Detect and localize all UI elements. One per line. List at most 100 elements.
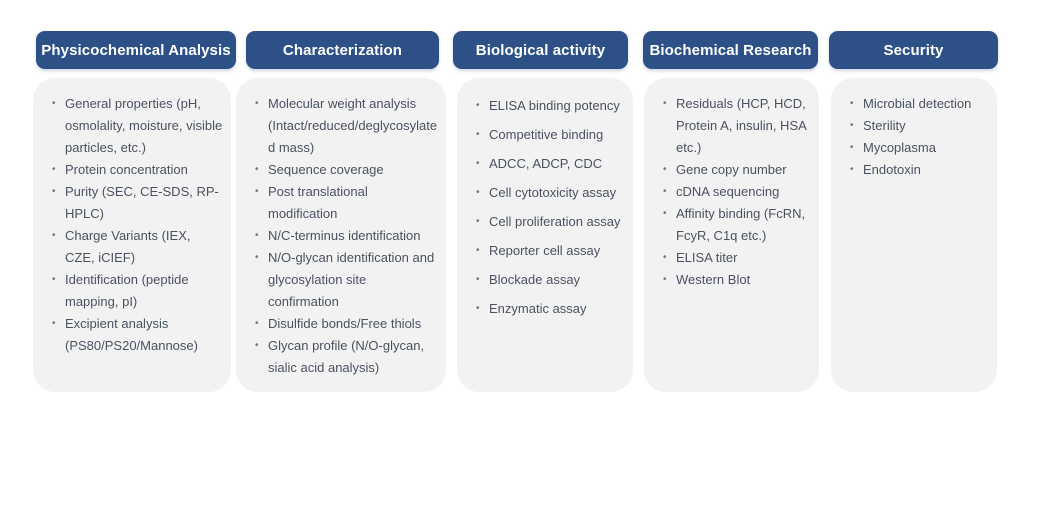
list-item: • Affinity binding (FcRN, FcyR, C1q etc.) — [663, 203, 811, 247]
list-item-text: ELISA binding potency — [489, 98, 620, 113]
column-card-biological-activity: • ELISA binding potency • Competitive bind… — [457, 78, 633, 392]
list-item: • Protein concentration — [52, 159, 223, 181]
bullet-icon: • — [850, 142, 854, 153]
list-item: • Sterility — [850, 115, 989, 137]
list-item: • Enzymatic assay — [476, 294, 625, 323]
list-item: • Sequence coverage — [255, 159, 438, 181]
list-item: • ELISA binding potency — [476, 91, 625, 120]
list-item: • N/O-glycan identification and glycosyla… — [255, 247, 438, 313]
list-item: • Disulfide bonds/Free thiols — [255, 313, 438, 335]
list-item-text: Endotoxin — [863, 162, 921, 177]
list-item: • Western Blot — [663, 269, 811, 291]
list-item: • General properties (pH, osmolality, moi… — [52, 93, 223, 159]
column-title: Biochemical Research — [649, 41, 812, 59]
bullet-icon: • — [255, 318, 259, 329]
column-card-physicochemical-analysis: • General properties (pH, osmolality, moi… — [33, 78, 231, 392]
list-item: • Molecular weight analysis (Intact/reduc… — [255, 93, 438, 159]
list-item-text: Glycan profile (N/O-glycan, sialic acid … — [268, 338, 425, 375]
list-item-text: Post translational modification — [268, 184, 368, 221]
bullet-icon: • — [663, 186, 667, 197]
bullet-icon: • — [255, 98, 259, 109]
list-item: • Post translational modification — [255, 181, 438, 225]
list-item-text: Microbial detection — [863, 96, 972, 111]
list-item-text: Sequence coverage — [268, 162, 384, 177]
column-card-security: • Microbial detection • Sterility • Mycopla… — [831, 78, 997, 392]
list-item: • Identification (peptide mapping, pI) — [52, 269, 223, 313]
list-item-text: Excipient analysis (PS80/PS20/Mannose) — [65, 316, 198, 353]
column-header-physicochemical-analysis: Physicochemical Analysis — [36, 31, 236, 69]
column-header-biological-activity: Biological activity — [453, 31, 628, 69]
list-item: • Cell cytotoxicity assay — [476, 178, 625, 207]
column-title: Physicochemical Analysis — [41, 41, 231, 59]
biological-activity-list: • ELISA binding potency • Competitive bind… — [457, 78, 633, 323]
list-item: • Mycoplasma — [850, 137, 989, 159]
list-item-text: Western Blot — [676, 272, 751, 287]
list-item-text: General properties (pH, osmolality, mois… — [65, 96, 223, 155]
bullet-icon: • — [52, 318, 56, 329]
list-item: • Reporter cell assay — [476, 236, 625, 265]
list-item-text: Affinity binding (FcRN, FcyR, C1q etc.) — [676, 206, 806, 243]
list-item-text: Residuals (HCP, HCD, Protein A, insulin,… — [676, 96, 807, 155]
list-item: • Gene copy number — [663, 159, 811, 181]
list-item-text: Protein concentration — [65, 162, 188, 177]
list-item-text: Reporter cell assay — [489, 243, 601, 258]
column-card-biochemical-research: • Residuals (HCP, HCD, Protein A, insulin… — [644, 78, 819, 392]
bullet-icon: • — [476, 216, 480, 227]
bullet-icon: • — [476, 245, 480, 256]
bullet-icon: • — [850, 120, 854, 131]
list-item: • Purity (SEC, CE-SDS, RP-HPLC) — [52, 181, 223, 225]
column-header-security: Security — [829, 31, 998, 69]
list-item: • Blockade assay — [476, 265, 625, 294]
list-item: • Microbial detection — [850, 93, 989, 115]
list-item: • Residuals (HCP, HCD, Protein A, insulin… — [663, 93, 811, 159]
physicochemical-analysis-list: • General properties (pH, osmolality, moi… — [33, 78, 231, 357]
bullet-icon: • — [476, 158, 480, 169]
bullet-icon: • — [476, 187, 480, 198]
bullet-icon: • — [255, 164, 259, 175]
bullet-icon: • — [663, 208, 667, 219]
list-item: • Charge Variants (IEX, CZE, iCIEF) — [52, 225, 223, 269]
column-title: Characterization — [282, 41, 403, 59]
bullet-icon: • — [255, 252, 259, 263]
bullet-icon: • — [476, 303, 480, 314]
bullet-icon: • — [52, 274, 56, 285]
characterization-list: • Molecular weight analysis (Intact/reduc… — [236, 78, 446, 379]
list-item-text: N/O-glycan identification and glycosylat… — [268, 250, 435, 309]
list-item: • ELISA titer — [663, 247, 811, 269]
list-item-text: cDNA sequencing — [676, 184, 780, 199]
bullet-icon: • — [255, 230, 259, 241]
bullet-icon: • — [476, 129, 480, 140]
bullet-icon: • — [52, 230, 56, 241]
bullet-icon: • — [663, 164, 667, 175]
list-item-text: Purity (SEC, CE-SDS, RP-HPLC) — [65, 184, 219, 221]
bullet-icon: • — [476, 274, 480, 285]
biochemical-research-list: • Residuals (HCP, HCD, Protein A, insulin… — [644, 78, 819, 291]
security-list: • Microbial detection • Sterility • Mycopla… — [831, 78, 997, 181]
list-item-text: N/C-terminus identification — [268, 228, 421, 243]
column-title: Security — [883, 41, 944, 59]
list-item-text: Disulfide bonds/Free thiols — [268, 316, 422, 331]
bullet-icon: • — [476, 100, 480, 111]
bullet-icon: • — [663, 274, 667, 285]
list-item-text: Blockade assay — [489, 272, 581, 287]
list-item-text: ADCC, ADCP, CDC — [489, 156, 603, 171]
column-title: Biological activity — [475, 41, 606, 59]
list-item-text: Charge Variants (IEX, CZE, iCIEF) — [65, 228, 191, 265]
list-item: • Cell proliferation assay — [476, 207, 625, 236]
list-item: • N/C-terminus identification — [255, 225, 438, 247]
list-item-text: Sterility — [863, 118, 906, 133]
bullet-icon: • — [850, 164, 854, 175]
bullet-icon: • — [255, 186, 259, 197]
list-item-text: Mycoplasma — [863, 140, 936, 155]
list-item: • ADCC, ADCP, CDC — [476, 149, 625, 178]
list-item: • Endotoxin — [850, 159, 989, 181]
list-item: • Glycan profile (N/O-glycan, sialic acid… — [255, 335, 438, 379]
bullet-icon: • — [663, 98, 667, 109]
list-item-text: Gene copy number — [676, 162, 787, 177]
column-header-biochemical-research: Biochemical Research — [643, 31, 818, 69]
list-item-text: Competitive binding — [489, 127, 604, 142]
list-item-text: Cell proliferation assay — [489, 214, 621, 229]
bullet-icon: • — [52, 98, 56, 109]
bullet-icon: • — [52, 186, 56, 197]
